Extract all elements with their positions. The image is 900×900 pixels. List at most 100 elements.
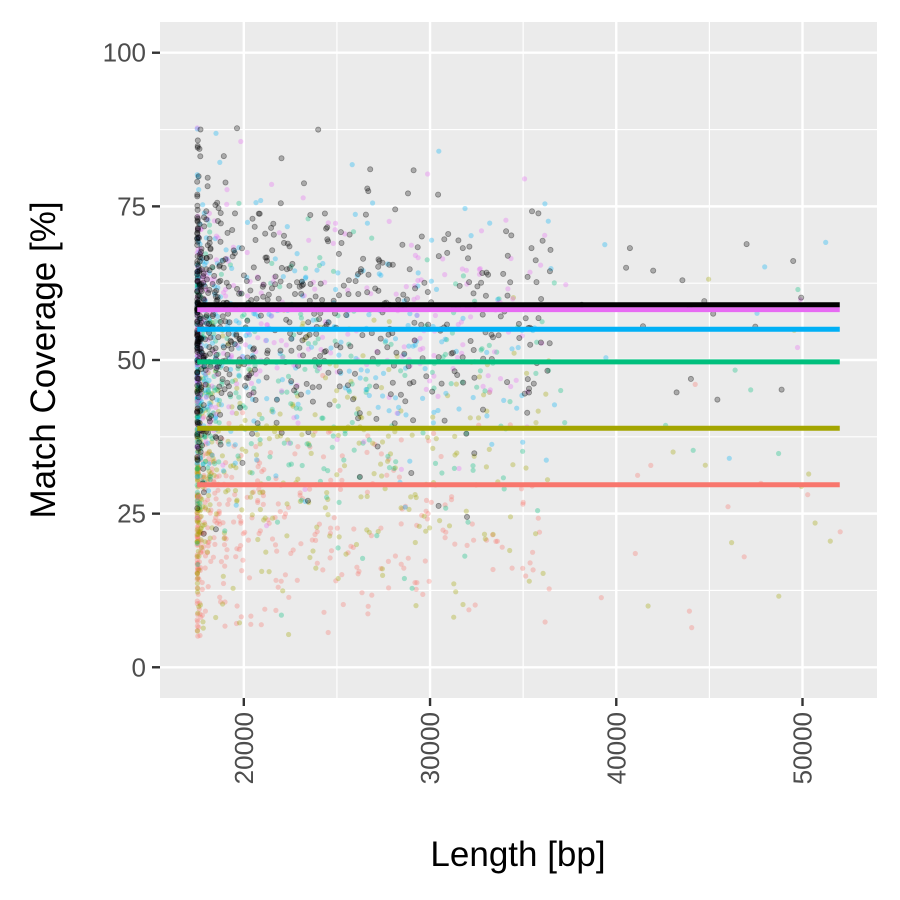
data-point bbox=[288, 378, 295, 385]
data-point bbox=[417, 346, 423, 353]
data-point bbox=[213, 338, 219, 344]
data-point bbox=[263, 254, 270, 261]
data-point bbox=[319, 415, 325, 421]
data-point bbox=[194, 399, 200, 405]
data-point bbox=[204, 550, 211, 556]
data-point bbox=[359, 590, 365, 596]
data-point bbox=[527, 560, 533, 566]
data-point bbox=[386, 218, 392, 224]
data-point bbox=[303, 274, 309, 280]
data-point bbox=[357, 414, 363, 420]
data-point bbox=[205, 476, 211, 482]
data-point bbox=[236, 394, 242, 400]
data-point bbox=[196, 239, 202, 245]
data-point bbox=[202, 381, 209, 388]
data-point bbox=[222, 286, 229, 293]
data-point bbox=[418, 277, 424, 283]
data-point bbox=[226, 404, 232, 410]
data-point bbox=[203, 451, 209, 457]
data-point bbox=[196, 507, 202, 513]
data-point bbox=[259, 283, 266, 290]
data-point bbox=[456, 282, 463, 289]
data-point bbox=[244, 274, 250, 280]
data-point bbox=[203, 208, 210, 215]
data-point bbox=[526, 578, 532, 584]
data-point bbox=[378, 385, 385, 391]
data-point bbox=[404, 190, 411, 197]
data-point bbox=[194, 431, 200, 437]
data-point bbox=[466, 607, 472, 613]
data-point bbox=[325, 496, 331, 502]
data-point bbox=[360, 255, 367, 262]
data-point bbox=[533, 370, 539, 376]
data-point bbox=[195, 503, 201, 509]
data-point bbox=[194, 628, 201, 634]
data-point bbox=[195, 173, 202, 180]
data-point bbox=[201, 530, 207, 536]
data-point bbox=[277, 284, 283, 290]
data-point bbox=[356, 440, 362, 446]
data-point bbox=[392, 206, 399, 213]
data-point bbox=[194, 341, 201, 348]
data-point bbox=[195, 321, 201, 327]
data-point bbox=[194, 570, 200, 576]
data-point bbox=[314, 317, 320, 323]
data-point bbox=[216, 383, 223, 390]
data-point bbox=[197, 312, 204, 319]
data-point bbox=[201, 414, 207, 420]
data-point bbox=[317, 352, 324, 359]
data-point bbox=[357, 268, 364, 275]
data-point bbox=[222, 318, 229, 325]
data-point bbox=[250, 396, 256, 402]
data-point bbox=[200, 474, 206, 481]
data-point bbox=[371, 471, 377, 477]
data-point bbox=[231, 248, 238, 254]
data-point bbox=[459, 350, 465, 356]
data-point bbox=[194, 318, 201, 325]
data-point bbox=[467, 415, 473, 421]
data-point bbox=[209, 394, 216, 401]
data-point bbox=[392, 395, 399, 401]
data-point bbox=[221, 535, 227, 542]
data-point bbox=[195, 591, 201, 597]
data-point bbox=[247, 494, 254, 500]
data-point bbox=[408, 494, 414, 500]
data-point bbox=[469, 521, 475, 527]
data-point bbox=[356, 568, 362, 574]
data-point bbox=[194, 344, 201, 351]
data-point bbox=[485, 373, 491, 379]
data-point bbox=[372, 441, 378, 447]
data-point bbox=[203, 439, 209, 445]
data-point bbox=[195, 548, 201, 554]
data-point bbox=[444, 337, 450, 343]
data-point bbox=[195, 263, 202, 270]
data-point bbox=[238, 543, 244, 549]
data-point bbox=[196, 274, 202, 280]
data-point bbox=[269, 181, 275, 187]
data-point bbox=[392, 553, 398, 559]
data-point bbox=[259, 568, 265, 575]
data-point bbox=[364, 185, 371, 192]
data-point bbox=[200, 619, 206, 625]
data-point bbox=[197, 401, 204, 407]
data-point bbox=[194, 466, 200, 472]
data-point bbox=[194, 576, 200, 582]
data-point bbox=[219, 436, 225, 442]
data-point bbox=[551, 280, 557, 286]
data-point bbox=[539, 237, 546, 244]
data-point bbox=[375, 263, 382, 270]
data-point bbox=[197, 452, 204, 458]
data-point bbox=[322, 319, 328, 325]
data-point bbox=[278, 612, 284, 618]
data-point bbox=[325, 429, 332, 435]
data-point bbox=[203, 320, 210, 327]
data-point bbox=[225, 487, 231, 493]
data-point bbox=[360, 268, 366, 274]
data-point bbox=[397, 391, 404, 398]
data-point bbox=[195, 633, 201, 639]
data-point bbox=[213, 233, 220, 239]
data-point bbox=[223, 366, 230, 373]
data-point bbox=[252, 363, 258, 369]
data-point bbox=[386, 366, 392, 373]
